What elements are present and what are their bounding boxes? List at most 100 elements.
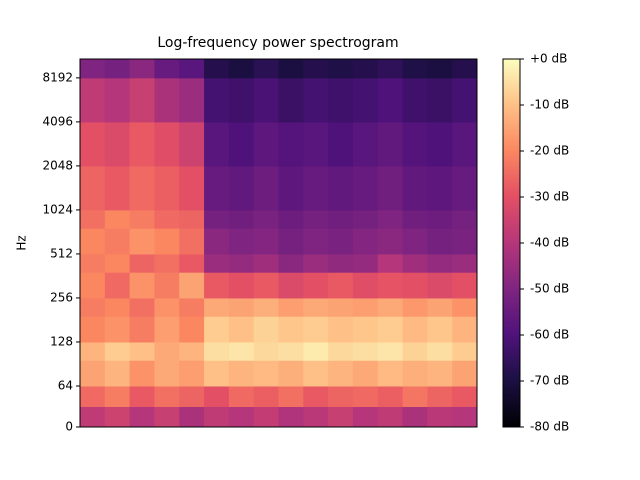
heatmap-cell (228, 253, 255, 273)
heatmap-cell (104, 341, 131, 361)
heatmap-cell (402, 385, 428, 407)
heatmap-cell (278, 297, 304, 317)
heatmap-cell (228, 59, 255, 79)
heatmap-cell (129, 77, 155, 123)
heatmap-cell (204, 228, 230, 255)
heatmap-cell (80, 341, 106, 361)
heatmap-cell (104, 297, 131, 317)
heatmap-cell (253, 165, 279, 211)
heatmap-cell (402, 209, 428, 229)
y-tick-label: 1024 (42, 202, 73, 216)
heatmap-cell (179, 253, 205, 273)
heatmap-cell (179, 228, 205, 255)
heatmap-cell (452, 272, 478, 299)
heatmap-cell (352, 121, 379, 167)
heatmap-cell (402, 77, 428, 123)
heatmap-cell (427, 165, 453, 211)
heatmap-cell (204, 297, 230, 317)
heatmap-cell (303, 253, 329, 273)
heatmap-cell (204, 406, 230, 428)
heatmap-cell (228, 165, 255, 211)
heatmap-cell (303, 59, 329, 79)
heatmap-cell (228, 341, 255, 361)
heatmap-cell (303, 272, 329, 299)
colorbar-tick-label: -80 dB (530, 420, 569, 434)
heatmap-cell (228, 360, 255, 387)
colorbar-tick-label: -70 dB (530, 374, 569, 388)
heatmap-cell (179, 77, 205, 123)
heatmap-cell (228, 209, 255, 229)
heatmap-cell (328, 385, 354, 407)
heatmap-cell (129, 253, 155, 273)
heatmap-cell (179, 59, 205, 79)
heatmap-cell (452, 385, 478, 407)
colorbar-tick-label: -60 dB (530, 328, 569, 342)
heatmap-cell (328, 165, 354, 211)
heatmap-cell (452, 253, 478, 273)
heatmap-cell (352, 59, 379, 79)
y-tick-label: 8192 (42, 70, 73, 84)
heatmap-cell (129, 385, 155, 407)
heatmap-cell (278, 341, 304, 361)
heatmap-cell (80, 121, 106, 167)
heatmap-cell (154, 165, 180, 211)
heatmap-cell (104, 385, 131, 407)
heatmap-cell (303, 406, 329, 428)
heatmap-cell (278, 272, 304, 299)
heatmap-cell (452, 59, 478, 79)
heatmap-cell (278, 209, 304, 229)
heatmap-cell (402, 341, 428, 361)
heatmap-cell (452, 297, 478, 317)
heatmap-cell (278, 360, 304, 387)
y-tick-label: 4096 (42, 114, 73, 128)
heatmap-cell (303, 209, 329, 229)
heatmap-cell (204, 165, 230, 211)
heatmap-cell (204, 385, 230, 407)
heatmap-cell (402, 316, 428, 343)
heatmap-cell (179, 385, 205, 407)
heatmap-cell (377, 77, 404, 123)
heatmap-cell (352, 360, 379, 387)
heatmap-cell (154, 272, 180, 299)
heatmap-cell (352, 406, 379, 428)
heatmap-cell (377, 297, 404, 317)
heatmap-cell (402, 360, 428, 387)
heatmap-cell (427, 341, 453, 361)
colorbar-tick-label: -50 dB (530, 282, 569, 296)
heatmap-cell (204, 253, 230, 273)
heatmap-cell (80, 360, 106, 387)
heatmap-cell (253, 209, 279, 229)
y-tick-label: 2048 (42, 158, 73, 172)
colorbar (502, 58, 521, 428)
heatmap-cell (253, 385, 279, 407)
heatmap-cell (104, 272, 131, 299)
heatmap-cell (80, 297, 106, 317)
heatmap-cell (179, 406, 205, 428)
heatmap-cell (80, 253, 106, 273)
heatmap-cell (253, 59, 279, 79)
heatmap-cell (328, 316, 354, 343)
heatmap-cell (129, 165, 155, 211)
heatmap-cell (377, 360, 404, 387)
colorbar-tick-label: -10 dB (530, 98, 569, 112)
heatmap-cell (228, 406, 255, 428)
heatmap-cell (179, 316, 205, 343)
heatmap-cell (228, 385, 255, 407)
heatmap-cell (204, 341, 230, 361)
heatmap-cell (377, 209, 404, 229)
heatmap-cell (427, 316, 453, 343)
heatmap-cell (104, 253, 131, 273)
heatmap-cell (228, 272, 255, 299)
heatmap-cell (402, 228, 428, 255)
heatmap-cell (129, 272, 155, 299)
heatmap-cell (154, 406, 180, 428)
heatmap-cell (328, 209, 354, 229)
heatmap-cell (402, 272, 428, 299)
heatmap-cell (303, 360, 329, 387)
heatmap-cell (80, 406, 106, 428)
heatmap-cell (352, 165, 379, 211)
heatmap-cell (427, 406, 453, 428)
heatmap-cell (427, 209, 453, 229)
heatmap-cell (452, 165, 478, 211)
